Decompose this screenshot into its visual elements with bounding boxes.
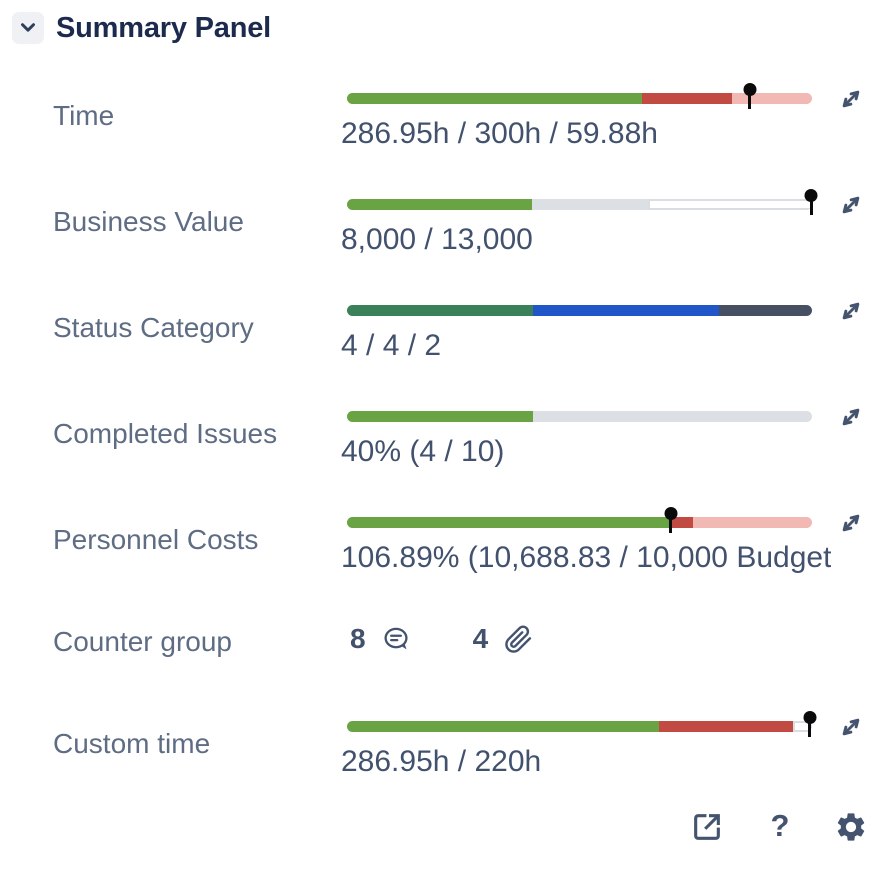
gear-icon [834,813,868,847]
help-button[interactable]: ? [765,806,795,846]
row-value: 40% (4 / 10) [341,435,505,468]
bar-segment [533,305,719,316]
business-value-expand-button[interactable] [836,190,866,220]
bar-segment [647,199,812,210]
row-label: Business Value [53,206,244,237]
bar-segment [658,721,793,732]
target-pin-icon [743,83,757,96]
personnel-costs-progress-bar [347,507,812,528]
time-expand-button[interactable] [836,84,866,114]
target-pin-icon [803,711,817,724]
bar-segment [347,93,642,104]
summary-row-custom-time: Custom time 286.95h / 220h [0,711,896,804]
expand-diagonal-icon [836,508,866,538]
bar-segment [693,517,812,528]
row-label: Custom time [53,728,211,759]
expand-diagonal-icon [836,712,866,742]
time-progress-bar [347,83,812,104]
row-label: Counter group [53,626,233,657]
row-value: 8,000 / 13,000 [341,223,533,256]
row-label: Completed Issues [53,418,278,449]
completed-issues-progress-bar [347,411,812,422]
collapse-toggle-button[interactable] [12,12,44,44]
business-value-progress-bar [347,189,818,210]
bar-segment [641,93,732,104]
summary-row-counter-group: Counter group 8 4 [0,610,896,702]
bar-segment [792,721,812,732]
bar-segment [719,305,812,316]
row-value: 4 / 4 / 2 [341,329,442,362]
comment-icon [382,625,411,654]
bar-segment [531,199,648,210]
expand-diagonal-icon [836,84,866,114]
row-value: 286.95h / 220h [341,745,542,778]
summary-row-personnel-costs: Personnel Costs 106.89% (10,688.83 / 10,… [0,507,896,600]
summary-row-time: Time 286.95h / 300h / 59.88h [0,83,896,176]
bar-segment [347,411,533,422]
completed-issues-expand-button[interactable] [836,402,866,432]
bar-segment [732,93,812,104]
bar-segment [670,517,694,528]
bar-segment [347,199,532,210]
panel-title: Summary Panel [56,12,271,44]
paperclip-icon [504,624,533,654]
target-pin-icon [804,189,818,202]
counter-group: 8 4 [350,622,533,656]
row-value: 106.89% (10,688.83 / 10,000 Budget [341,541,832,574]
summary-row-status-category: Status Category 4 / 4 / 2 [0,296,896,388]
bar-segment [347,517,671,528]
custom-time-progress-bar [347,711,817,732]
row-label: Time [53,100,115,131]
summary-row-completed-issues: Completed Issues 40% (4 / 10) [0,402,896,494]
expand-diagonal-icon [836,190,866,220]
row-label: Status Category [53,312,254,343]
bar-segment [347,721,659,732]
export-button[interactable] [690,810,724,844]
status-category-expand-button[interactable] [836,296,866,326]
question-mark-icon: ? [770,808,790,843]
settings-button[interactable] [834,810,868,844]
row-label: Personnel Costs [53,524,259,555]
footer-toolbar: ? [0,800,896,856]
bar-segment [347,305,533,316]
external-link-icon [690,814,724,847]
expand-diagonal-icon [836,402,866,432]
status-category-progress-bar [347,305,812,316]
row-value: 286.95h / 300h / 59.88h [341,117,658,150]
custom-time-expand-button[interactable] [836,712,866,742]
chevron-down-icon [17,16,39,41]
bar-segment [533,411,812,422]
comment-count: 8 [350,623,366,654]
summary-row-business-value: Business Value 8,000 / 13,000 [0,189,896,282]
expand-diagonal-icon [836,296,866,326]
target-pin-icon [664,507,678,520]
attachment-count: 4 [472,623,489,654]
personnel-costs-expand-button[interactable] [836,508,866,538]
